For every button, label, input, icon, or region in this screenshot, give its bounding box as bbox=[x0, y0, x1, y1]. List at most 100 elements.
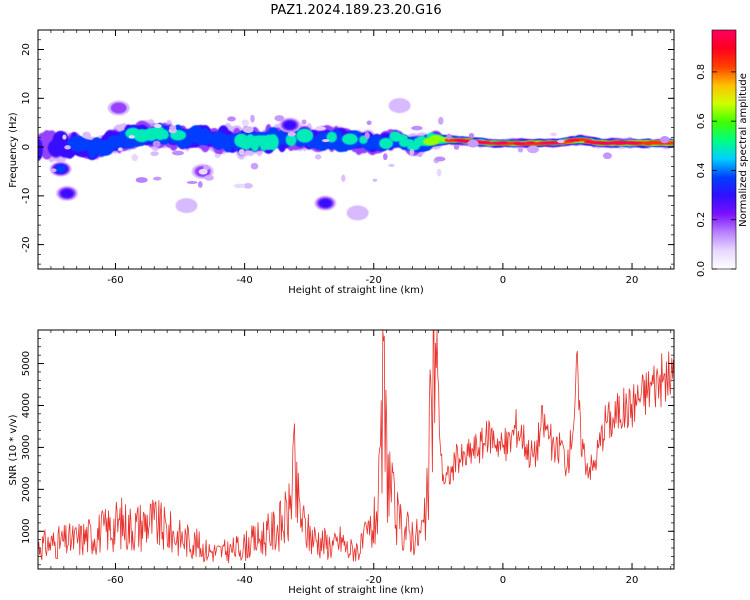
spectrogram-x-tick-label: -60 bbox=[107, 275, 123, 286]
spectrogram-blob bbox=[110, 102, 127, 114]
spectrogram-speckle bbox=[314, 126, 326, 131]
snr-y-tick-label: 2000 bbox=[21, 477, 32, 502]
snr-x-tick-label: -40 bbox=[236, 575, 252, 586]
spectrogram-speckle bbox=[660, 136, 670, 144]
colorbar-tick-label: 0.8 bbox=[696, 64, 707, 80]
spectrogram-speckle bbox=[418, 153, 423, 157]
spectrogram-cell bbox=[341, 133, 358, 145]
spectrogram-cell bbox=[525, 141, 536, 144]
spectrogram-cell bbox=[160, 129, 169, 140]
spectrogram-speckle bbox=[468, 133, 475, 139]
spectrogram-speckle bbox=[131, 154, 139, 162]
snr-series-line bbox=[38, 330, 674, 564]
spectrogram-speckle bbox=[62, 134, 67, 140]
figure-title: PAZ1.2024.189.23.20.G16 bbox=[270, 3, 441, 18]
spectrogram-frame bbox=[37, 29, 675, 270]
spectrogram-speckle bbox=[154, 123, 162, 128]
spectrogram-x-axis-label: Height of straight line (km) bbox=[288, 285, 424, 296]
spectrogram-speckle bbox=[467, 139, 479, 148]
colorbar-label: Normalized spectral amplitude bbox=[738, 73, 749, 227]
snr-x-tick-label: 0 bbox=[500, 575, 506, 586]
spectrogram-speckle bbox=[453, 144, 460, 150]
spectrogram-blob bbox=[318, 198, 332, 208]
snr-y-tick-label: 3000 bbox=[21, 435, 32, 460]
spectrogram-cell bbox=[267, 134, 279, 151]
spectrogram-cell bbox=[296, 128, 314, 143]
spectrogram-speckle bbox=[233, 183, 246, 189]
spectrogram-speckle bbox=[153, 176, 162, 181]
spectrogram-x-tick-label: -40 bbox=[236, 275, 252, 286]
spectrogram-speckle bbox=[214, 153, 221, 158]
spectrogram-cell bbox=[584, 140, 595, 144]
spectrogram-speckle bbox=[152, 140, 161, 148]
colorbar-gradient bbox=[712, 30, 736, 269]
spectrogram-speckle bbox=[409, 148, 415, 156]
spectrogram-speckle bbox=[527, 145, 539, 154]
spectrogram-speckle bbox=[602, 152, 612, 160]
spectrogram-speckle bbox=[364, 132, 370, 140]
spectrogram-speckle bbox=[118, 147, 123, 152]
spectrogram-x-ticks: -60 -40 -20 0 20 bbox=[37, 30, 672, 286]
spectrogram-speckle bbox=[411, 125, 423, 131]
spectrogram-y-tick-label: 0 bbox=[21, 144, 32, 150]
snr-y-axis-label: SNR (10 * v/v) bbox=[8, 414, 19, 485]
spectrogram-speckle bbox=[250, 162, 259, 170]
spectrogram-speckle bbox=[238, 148, 245, 156]
snr-y-tick-label: 5000 bbox=[21, 351, 32, 376]
colorbar-tick-label: 0.0 bbox=[696, 261, 707, 277]
spectrogram-speckle bbox=[446, 133, 452, 140]
spectrogram-cell bbox=[379, 137, 393, 149]
spectrogram-cell bbox=[628, 141, 641, 145]
spectrogram-speckle bbox=[436, 168, 442, 177]
spectrogram-speckle bbox=[135, 177, 148, 183]
colorbar: 0.0 0.2 0.4 0.6 0.8 Normalized spectral ampl… bbox=[696, 29, 749, 277]
spectrogram-speckle bbox=[204, 174, 214, 181]
spectrogram-speckle bbox=[242, 183, 253, 189]
spectrogram-blob bbox=[346, 205, 369, 221]
snr-y-tick-label: 4000 bbox=[21, 393, 32, 418]
spectrogram-speckle bbox=[186, 180, 198, 184]
snr-frame bbox=[37, 329, 675, 570]
spectrogram-speckle bbox=[50, 168, 57, 173]
snr-y-ticks: 1000 2000 3000 4000 5000 bbox=[21, 329, 674, 566]
spectrogram-cell bbox=[38, 138, 43, 161]
spectrogram-speckle bbox=[383, 153, 388, 161]
snr-plot-area bbox=[38, 330, 674, 564]
spectrogram-speckle bbox=[197, 181, 203, 188]
spectrogram-speckle bbox=[372, 178, 378, 182]
spectrogram-y-tick-label: -10 bbox=[21, 188, 32, 204]
spectrogram-speckle bbox=[388, 163, 395, 167]
spectrogram-speckle bbox=[321, 139, 330, 143]
spectrogram-blob bbox=[60, 188, 74, 198]
spectrogram-speckle bbox=[82, 131, 91, 139]
snr-panel: -60 -40 -20 0 20 1000 2000 3000 4000 5000 Height… bbox=[8, 329, 675, 596]
snr-x-axis-label: Height of straight line (km) bbox=[288, 585, 424, 596]
spectrogram-cell bbox=[479, 141, 492, 144]
spectrogram-y-axis-label: Frequency (Hz) bbox=[8, 112, 19, 188]
spectrogram-speckle bbox=[315, 154, 322, 160]
spectrogram-blob bbox=[54, 165, 67, 173]
spectrogram-speckle bbox=[438, 116, 444, 125]
spectrogram-speckle bbox=[301, 119, 307, 125]
spectrogram-cell bbox=[571, 139, 581, 142]
spectrogram-cell bbox=[545, 141, 561, 144]
spectrogram-speckle bbox=[128, 135, 135, 139]
spectrogram-x-tick-label: -20 bbox=[366, 275, 382, 286]
colorbar-ticks: 0.0 0.2 0.4 0.6 0.8 bbox=[696, 64, 736, 277]
spectrogram-speckle bbox=[150, 151, 159, 156]
spectrogram-x-tick-label: 0 bbox=[500, 275, 506, 286]
spectrogram-speckle bbox=[169, 125, 177, 131]
spectrogram-speckle bbox=[242, 126, 254, 133]
spectrogram-blob bbox=[283, 120, 297, 130]
snr-x-tick-label: 20 bbox=[626, 575, 639, 586]
colorbar-tick-label: 0.2 bbox=[696, 212, 707, 228]
spectrogram-speckle bbox=[227, 116, 236, 122]
spectrogram-speckle bbox=[198, 168, 208, 175]
spectrogram-x-tick-label: 20 bbox=[626, 275, 639, 286]
snr-x-tick-label: -60 bbox=[107, 575, 123, 586]
spectrogram-speckle bbox=[550, 132, 557, 137]
spectrogram-blob bbox=[175, 198, 198, 214]
spectrogram-panel: -60 -40 -20 0 20 -20 -10 0 10 20 Height of strai… bbox=[8, 29, 675, 296]
spectrogram-speckle bbox=[557, 139, 565, 144]
